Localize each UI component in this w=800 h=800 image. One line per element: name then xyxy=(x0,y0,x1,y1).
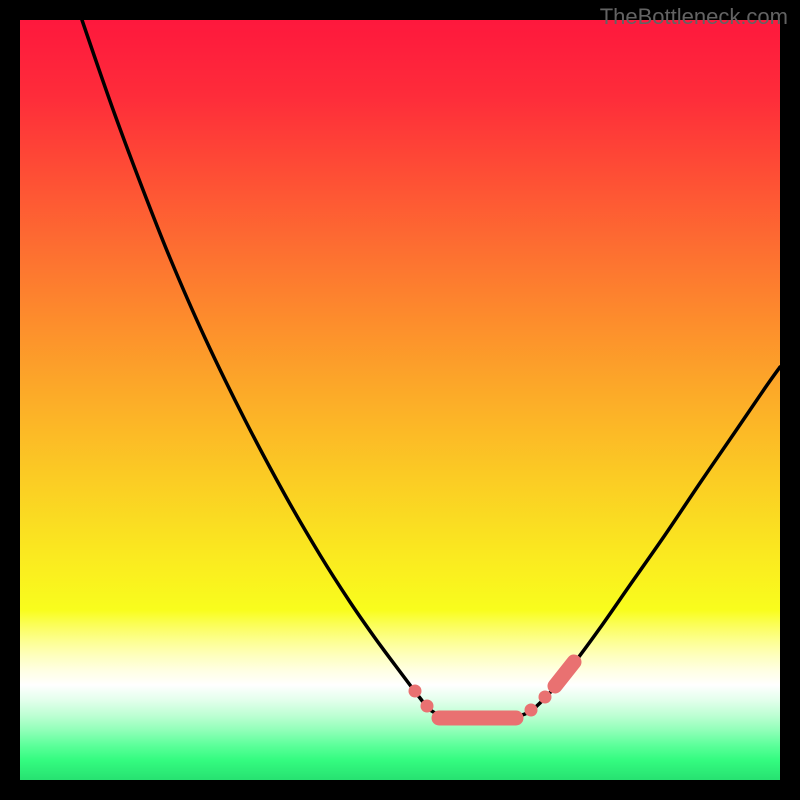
marker-circle-0 xyxy=(409,685,422,698)
chart-svg xyxy=(20,20,780,780)
plot-area xyxy=(20,20,780,780)
bottleneck-curve xyxy=(82,20,780,720)
marker-circle-3 xyxy=(539,691,552,704)
watermark-text: TheBottleneck.com xyxy=(600,4,788,30)
marker-circle-1 xyxy=(421,700,434,713)
marker-circle-2 xyxy=(525,704,538,717)
marker-capsule-1 xyxy=(555,662,574,686)
